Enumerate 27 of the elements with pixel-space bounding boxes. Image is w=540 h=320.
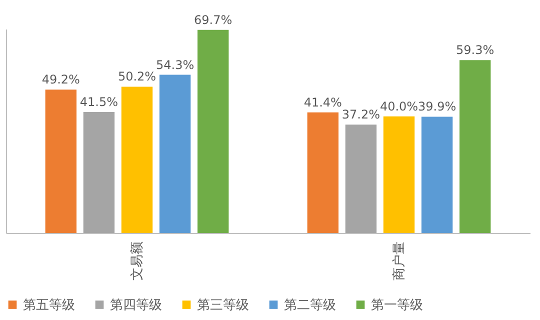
bar [345,124,377,233]
data-label: 39.9% [418,100,456,114]
data-label: 37.2% [342,108,380,122]
data-label: 54.3% [156,58,194,72]
bar [83,112,115,233]
bar [121,86,153,233]
bar [159,74,191,233]
data-label: 41.4% [304,95,342,110]
bar [198,30,229,233]
data-label: 41.5% [80,95,118,110]
data-label: 49.2% [42,72,80,87]
data-label: 40.0% [380,99,418,114]
legend-label: 第三等级 [197,298,249,313]
x-tick-label: 商户量 [392,242,407,280]
bar [421,116,453,233]
bar [460,60,491,233]
bar [307,112,338,233]
legend-label: 第一等级 [371,298,423,313]
data-label: 50.2% [118,70,156,84]
legend-label: 第五等级 [23,298,75,313]
legend-label: 第二等级 [284,298,336,313]
data-label: 59.3% [456,43,494,58]
data-label: 69.7% [194,12,232,27]
legend-label: 第四等级 [110,298,162,313]
bar [45,90,76,233]
bar [383,116,415,233]
x-tick-label: 文易额 [130,242,145,280]
